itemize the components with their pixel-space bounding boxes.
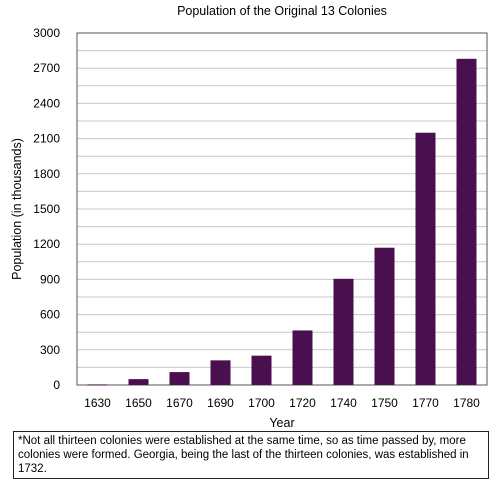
footnote: *Not all thirteen colonies were establis…: [13, 431, 489, 479]
chart-title: Population of the Original 13 Colonies: [177, 4, 387, 18]
x-axis-ticks: 1630 1650 1670 1690 1700 1720 1740 1750 1770 1780: [84, 396, 480, 410]
bar-1780: [456, 58, 477, 386]
y-tick-label: 1800: [33, 167, 60, 181]
y-axis-ticks: 0 300 600 900 1200 1500 1800 2100 2400 2700 3000: [33, 26, 60, 392]
y-tick-label: 900: [40, 272, 60, 286]
plot-frame: [76, 32, 488, 386]
y-tick-label: 600: [40, 308, 60, 322]
y-tick-label: 1500: [33, 202, 60, 216]
y-tick-label: 0: [53, 378, 60, 392]
x-tick-label: 1720: [289, 396, 316, 410]
y-tick-label: 2700: [33, 61, 60, 75]
x-tick-label: 1780: [453, 396, 480, 410]
y-tick-label: 2400: [33, 96, 60, 110]
y-tick-label: 2100: [33, 132, 60, 146]
bar-1750: [374, 247, 395, 385]
bar-1670: [169, 372, 190, 385]
x-tick-label: 1700: [248, 396, 275, 410]
bars: [87, 58, 477, 386]
bar-1700: [251, 355, 272, 385]
y-tick-label: 300: [40, 343, 60, 357]
x-tick-label: 1690: [207, 396, 234, 410]
bar-1630: [87, 384, 108, 386]
x-tick-label: 1670: [166, 396, 193, 410]
bar-1690: [210, 360, 231, 385]
x-tick-label: 1750: [371, 396, 398, 410]
x-tick-label: 1630: [84, 396, 111, 410]
y-axis-label: Population (in thousands): [10, 138, 24, 280]
bar-1650: [128, 379, 149, 385]
x-tick-label: 1770: [412, 396, 439, 410]
population-bar-chart: Population of the Original 13 Colonies 0…: [10, 4, 488, 430]
x-tick-label: 1740: [330, 396, 357, 410]
bar-1770: [415, 132, 436, 385]
bar-1740: [333, 278, 354, 385]
bar-1720: [292, 330, 313, 385]
x-axis-label: Year: [269, 416, 294, 430]
x-tick-label: 1650: [125, 396, 152, 410]
y-tick-label: 3000: [33, 26, 60, 40]
y-tick-label: 1200: [33, 237, 60, 251]
